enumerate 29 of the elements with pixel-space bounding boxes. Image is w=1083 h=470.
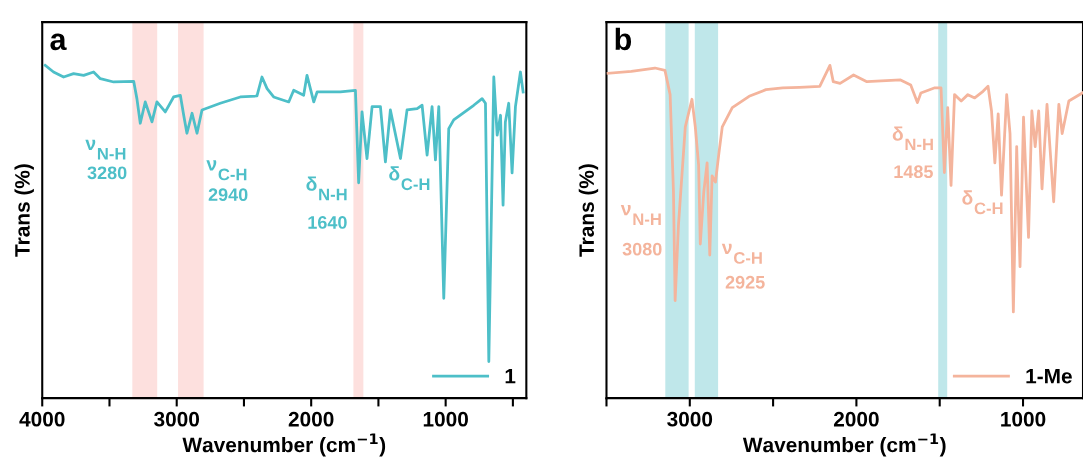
legend-label: 1 (505, 369, 516, 384)
annotation: νN-H (85, 139, 126, 160)
x-tick-label: 4000 (19, 411, 65, 427)
annotation: νN-H (620, 205, 661, 225)
y-axis-title: Trans (%) (578, 164, 599, 257)
annotation: 3080 (622, 242, 662, 256)
x-tick-label: 1000 (1001, 411, 1046, 427)
annotation: νC-H (206, 160, 247, 181)
x-tick-label: 1000 (423, 411, 468, 427)
legend-label: 1-Me (1026, 369, 1072, 384)
x-axis-title: Wavenumber (cm$^{−1}$) (182, 433, 386, 457)
x-tick-label: 2000 (288, 411, 334, 427)
annotation: δN-H (306, 176, 347, 201)
x-tick-label: 3000 (154, 411, 200, 427)
annotation: 1485 (894, 165, 933, 179)
annotation: νC-H (721, 243, 762, 264)
annotation: δC-H (389, 166, 430, 191)
annotation: δN-H (892, 126, 933, 151)
annotation: 3280 (87, 166, 127, 180)
annotation: 1640 (308, 216, 347, 229)
x-axis-title: Wavenumber (cm$^{−1}$) (742, 433, 946, 457)
text: a (50, 33, 67, 51)
annotation: 2925 (725, 275, 765, 289)
y-axis-title: Trans (%) (14, 164, 34, 257)
annotation: δC-H (962, 190, 1003, 215)
annotation: 2940 (208, 188, 248, 202)
x-tick-label: 3000 (667, 411, 713, 427)
text: b (615, 27, 632, 51)
x-tick-label: 2000 (833, 411, 879, 427)
